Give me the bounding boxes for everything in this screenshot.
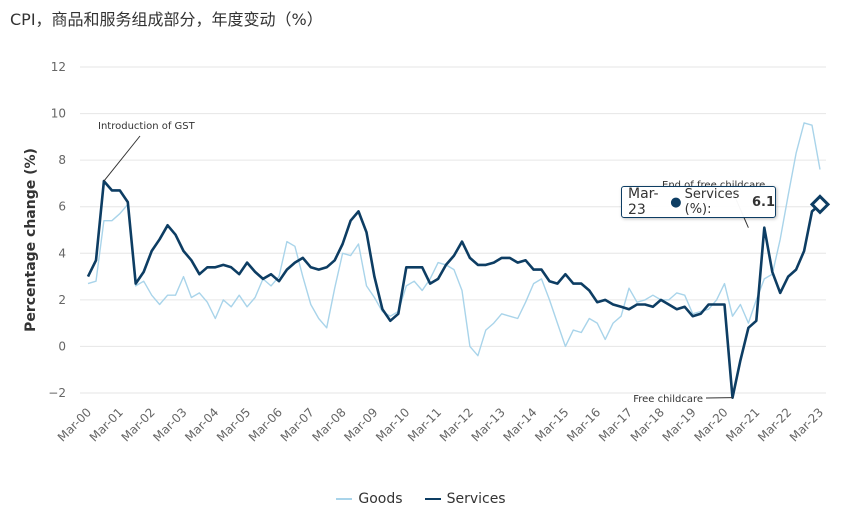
legend-swatch-goods (336, 498, 353, 500)
x-tick-label: Mar-10 (373, 405, 412, 444)
annotation-label: Free childcare (633, 394, 703, 405)
x-tick-label: Mar-19 (660, 405, 699, 444)
y-tick-label: 4 (58, 246, 66, 260)
legend-label-goods: Goods (358, 491, 403, 507)
x-tick-label: Mar-04 (182, 405, 221, 444)
tooltip-dot-icon: ● (670, 194, 682, 210)
tooltip-date: Mar-23 (628, 186, 659, 218)
y-tick-label: 10 (51, 107, 66, 121)
x-tick-label: Mar-11 (405, 405, 444, 444)
x-tick-label: Mar-06 (246, 405, 285, 444)
annotation-label: Introduction of GST (98, 121, 196, 132)
grid-lines (80, 66, 826, 394)
series-line-goods[interactable] (87, 122, 821, 357)
legend: Goods Services (0, 491, 842, 507)
series-line-services[interactable] (86, 179, 821, 400)
x-tick-label: Mar-18 (628, 405, 667, 444)
x-tick-label: Mar-05 (214, 405, 253, 444)
x-tick-label: Mar-15 (532, 405, 571, 444)
series-lines (86, 122, 821, 400)
annotations: Introduction of GST End of free childcare… (98, 121, 765, 405)
legend-label-services: Services (446, 491, 506, 507)
y-axis-ticks: −2 0 2 4 6 8 10 12 (48, 60, 66, 400)
y-tick-label: −2 (48, 386, 66, 400)
x-axis-ticks: Mar-00Mar-01Mar-02Mar-03Mar-04Mar-05Mar-… (55, 405, 826, 444)
annotation-label: End of free childcare (662, 180, 765, 191)
legend-item-goods[interactable]: Goods (336, 491, 403, 507)
y-tick-label: 6 (58, 200, 66, 214)
x-tick-label: Mar-22 (755, 405, 794, 444)
x-tick-label: Mar-07 (278, 405, 317, 444)
tooltip-series: Services (%): (684, 187, 740, 217)
x-tick-label: Mar-00 (55, 405, 94, 444)
y-tick-label: 2 (58, 293, 66, 307)
x-tick-label: Mar-16 (564, 405, 603, 444)
y-tick-label: 12 (51, 60, 66, 74)
tooltip-value: 6.1 (751, 194, 775, 210)
tooltip: Mar-23 ● Services (%): 6.1 (621, 186, 776, 218)
x-tick-label: Mar-14 (500, 405, 539, 444)
legend-item-services[interactable]: Services (424, 491, 506, 507)
hover-point-marker[interactable] (809, 194, 831, 215)
x-tick-label: Mar-02 (119, 405, 158, 444)
chart-title: CPI，商品和服务组成部分，年度变动（%） (10, 10, 323, 29)
y-tick-label: 8 (58, 153, 66, 167)
x-tick-label: Mar-08 (309, 405, 348, 444)
y-axis-label: Percentage change (%) (23, 148, 39, 332)
x-tick-label: Mar-03 (150, 405, 189, 444)
annotation-leader (103, 135, 141, 182)
x-tick-label: Mar-09 (341, 405, 380, 444)
x-tick-label: Mar-13 (469, 405, 508, 444)
x-tick-label: Mar-01 (87, 405, 126, 444)
x-tick-label: Mar-23 (787, 405, 826, 444)
legend-swatch-services (424, 498, 441, 500)
y-tick-label: 0 (58, 339, 66, 353)
x-tick-label: Mar-12 (437, 405, 476, 444)
x-tick-label: Mar-17 (596, 405, 635, 444)
hover-marker (809, 194, 831, 215)
x-tick-label: Mar-21 (723, 405, 762, 444)
x-tick-label: Mar-20 (691, 405, 730, 444)
